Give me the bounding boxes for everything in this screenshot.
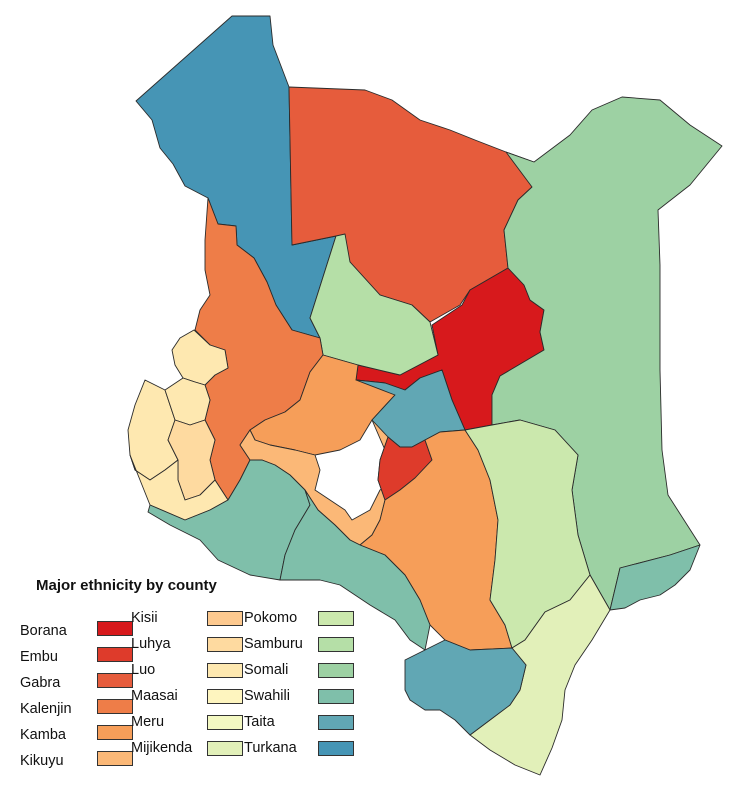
legend-label-pokomo: Pokomo — [244, 610, 298, 626]
legend-label-kalenjin: Kalenjin — [20, 701, 72, 717]
legend-label-borana: Borana — [20, 623, 67, 639]
legend-label-meru: Meru — [131, 714, 165, 730]
legend-swatch-taita — [318, 715, 354, 730]
legend-swatch-luo — [207, 663, 243, 678]
legend-label-kamba: Kamba — [20, 727, 66, 743]
county-taita2 — [404, 639, 527, 736]
legend-swatch-turkana — [318, 741, 354, 756]
legend-swatch-borana — [97, 621, 133, 636]
legend-swatch-somali — [318, 663, 354, 678]
legend-swatch-samburu — [318, 637, 354, 652]
legend-label-gabra: Gabra — [20, 675, 61, 691]
legend-label-taita: Taita — [244, 714, 275, 730]
legend-label-somali: Somali — [244, 662, 289, 678]
legend-swatch-gabra — [97, 673, 133, 688]
legend-swatch-swahili — [318, 689, 354, 704]
legend-swatch-embu — [97, 647, 133, 662]
legend-swatch-mijikenda — [207, 741, 243, 756]
legend-label-luhya: Luhya — [131, 636, 171, 652]
county-swahili2 — [279, 489, 431, 651]
legend-swatch-maasai — [207, 689, 243, 704]
legend-label-embu: Embu — [20, 649, 58, 665]
legend-swatch-kikuyu — [97, 751, 133, 766]
legend-swatch-kisii — [207, 611, 243, 626]
legend-swatch-luhya — [207, 637, 243, 652]
legend-label-turkana: Turkana — [244, 740, 297, 756]
legend-label-luo: Luo — [131, 662, 156, 678]
legend-swatch-meru — [207, 715, 243, 730]
legend-label-swahili: Swahili — [244, 688, 290, 704]
legend-label-mijikenda: Mijikenda — [131, 740, 193, 756]
legend-label-samburu: Samburu — [244, 636, 303, 652]
legend-label-maasai: Maasai — [131, 688, 178, 704]
legend-swatch-pokomo — [318, 611, 354, 626]
county-luo3 — [164, 377, 211, 426]
legend-title: Major ethnicity by county — [36, 577, 217, 594]
legend-swatch-kalenjin — [97, 699, 133, 714]
legend-label-kisii: Kisii — [131, 610, 158, 626]
legend-label-kikuyu: Kikuyu — [20, 753, 64, 769]
county-swahili3 — [609, 544, 701, 611]
legend-swatch-kamba — [97, 725, 133, 740]
